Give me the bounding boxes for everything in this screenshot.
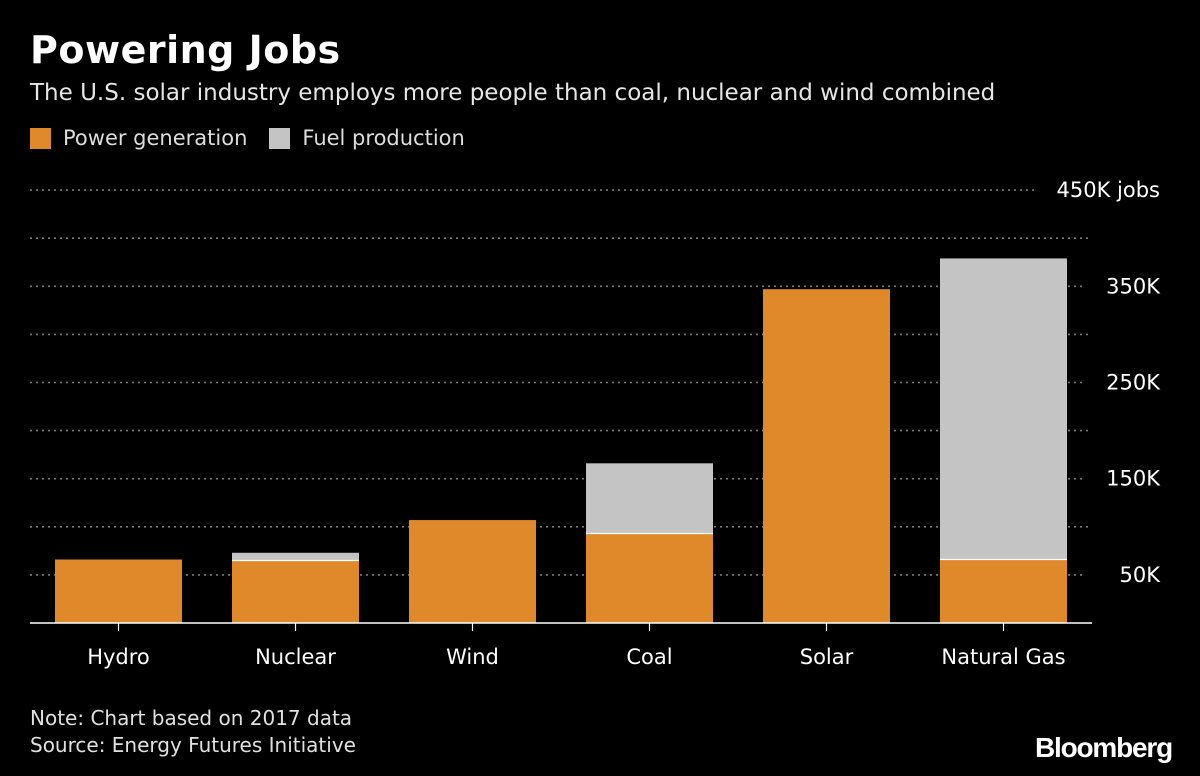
bar-wind-power-generation xyxy=(409,520,536,623)
bar-coal-fuel-production xyxy=(586,463,713,534)
bloomberg-logo: Bloomberg xyxy=(1035,732,1173,763)
bar-solar-power-generation xyxy=(763,289,890,623)
axis-labels: Hydro Nuclear Wind Coal Solar Natural Gas 450K… xyxy=(87,178,1161,669)
y-tick-label-50k: 50K xyxy=(1120,563,1162,587)
x-tick-label-hydro: Hydro xyxy=(87,645,150,669)
x-axis xyxy=(30,622,1092,631)
bar-nuclear-power-generation xyxy=(232,560,359,623)
y-tick-label-150k: 150K xyxy=(1106,467,1161,491)
bar-hydro-power-generation xyxy=(55,559,182,623)
legend-swatch-power-generation xyxy=(30,127,51,149)
x-tick-label-nuclear: Nuclear xyxy=(255,645,336,669)
y-tick-label-450k: 450K jobs xyxy=(1057,178,1160,202)
source-text: Source: Energy Futures Initiative xyxy=(30,733,356,757)
legend-label-fuel-production: Fuel production xyxy=(302,126,465,150)
legend-label-power-generation: Power generation xyxy=(63,126,248,150)
legend: Power generation Fuel production xyxy=(30,126,487,150)
bar-natural-gas-fuel-production xyxy=(940,258,1067,560)
x-tick-label-natural-gas: Natural Gas xyxy=(941,645,1065,669)
bar-nuclear-fuel-production xyxy=(232,552,359,561)
bar-natural-gas-power-generation xyxy=(940,559,1067,623)
chart-title: Powering Jobs xyxy=(30,28,341,72)
chart-subtitle: The U.S. solar industry employs more peo… xyxy=(30,80,996,106)
y-tick-label-250k: 250K xyxy=(1106,371,1161,395)
bars xyxy=(55,258,1067,623)
legend-item-power-generation: Power generation xyxy=(30,126,247,150)
x-tick-label-coal: Coal xyxy=(626,645,672,669)
legend-item-fuel-production: Fuel production xyxy=(269,126,465,150)
legend-swatch-fuel-production xyxy=(269,127,291,149)
note-text: Note: Chart based on 2017 data xyxy=(30,706,353,730)
x-tick-label-solar: Solar xyxy=(800,645,854,669)
x-tick-label-wind: Wind xyxy=(446,645,499,669)
y-tick-label-350k: 350K xyxy=(1106,274,1161,298)
bar-coal-power-generation xyxy=(586,533,713,623)
grid-lines xyxy=(30,189,1092,576)
footnote: Note: Chart based on 2017 data Source: E… xyxy=(30,705,356,759)
